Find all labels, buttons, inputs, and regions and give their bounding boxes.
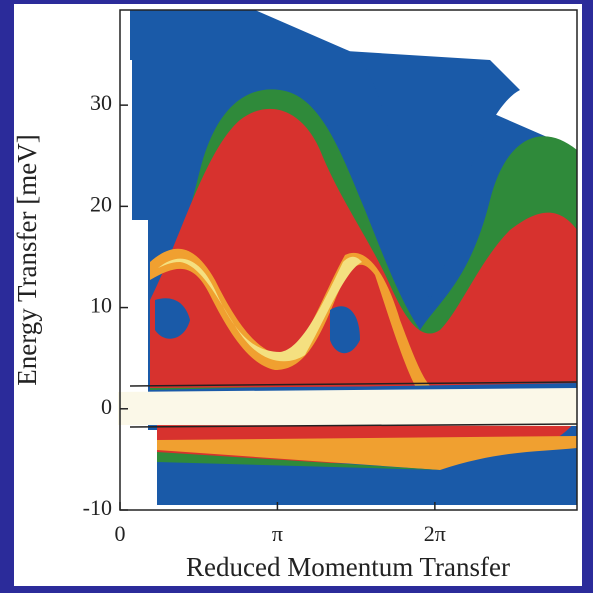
y-tick-label: 30 <box>90 90 112 115</box>
y-tick-label: 20 <box>90 191 112 216</box>
y-tick-label: -10 <box>83 495 112 520</box>
y-axis-title: Energy Transfer [meV] <box>12 134 42 385</box>
chart: Reduced Momentum Transfer Energy Transfe… <box>0 0 593 593</box>
x-tick-label: π <box>272 521 283 546</box>
x-axis-title: Reduced Momentum Transfer <box>186 552 510 582</box>
x-tick-label: 0 <box>115 521 126 546</box>
intensity-map <box>118 10 577 505</box>
x-tick-label: 2π <box>424 521 446 546</box>
y-tick-label: 0 <box>101 394 112 419</box>
y-tick-label: 10 <box>90 293 112 318</box>
